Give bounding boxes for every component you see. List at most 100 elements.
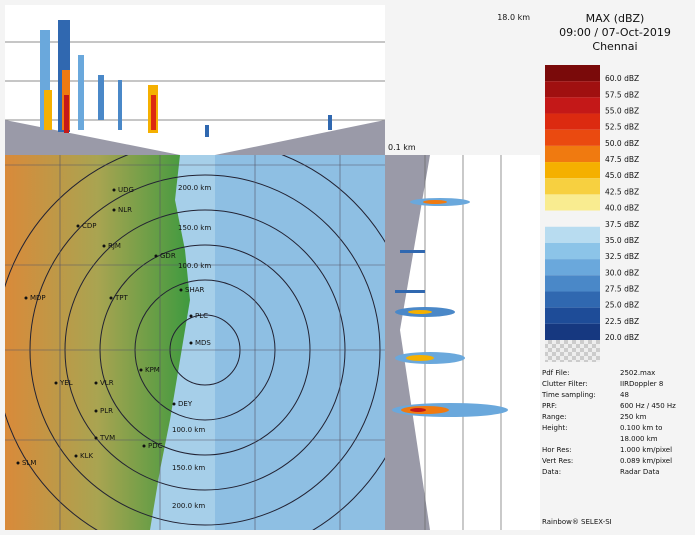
legend-label: 35.0 dBZ [605,236,639,245]
place-marker [109,296,113,300]
place-label: NLR [118,206,132,214]
ring-label: 150.0 km [172,464,205,472]
land [5,155,190,530]
info-value: 2502.max [620,369,655,377]
legend-label: 25.0 dBZ [605,301,639,310]
terrain-mask [5,120,385,155]
datetime: 09:00 / 07-Oct-2019 [559,26,671,39]
legend-swatch [545,275,600,292]
place-label: VLR [100,379,114,387]
legend-swatch [545,210,600,227]
legend-swatch [545,307,600,324]
legend-label: 55.0 dBZ [605,107,639,116]
info-label: Time sampling: [541,391,596,399]
info-value: 600 Hz / 450 Hz [620,402,676,410]
terrain-mask [385,155,430,530]
info-value: 0.089 km/pixel [620,457,672,465]
section-echoes [392,198,508,417]
info-label: Pdf File: [542,369,569,377]
legend-swatch [545,65,600,82]
place-label: KLK [80,452,93,460]
legend-swatch [545,113,600,130]
place-marker [16,461,20,465]
place-marker [112,208,116,212]
place-marker [54,381,58,385]
info-value: IIRDoppler 8 [620,380,663,388]
place-label: MDS [195,339,211,347]
legend-swatch [545,323,600,340]
legend-swatch [545,242,600,260]
place-marker [112,188,116,192]
place-label: SLM [22,459,36,467]
place-marker [179,288,183,292]
legend-label: 32.5 dBZ [605,252,639,261]
place-label: KPM [145,366,160,374]
location: Chennai [592,40,637,53]
info-value: 18.000 km [620,435,658,443]
info-value: 1.000 km/pixel [620,446,672,454]
place-marker [189,341,193,345]
info-label: Hor Res: [542,446,572,454]
legend-swatch [545,194,600,211]
place-label: MDP [30,294,46,302]
graticule [5,155,385,530]
place-label: DEY [178,400,193,408]
place-marker [102,244,106,248]
place-marker [24,296,28,300]
legend-swatch [545,178,600,195]
section-grid [424,155,502,530]
place-label: RJM [108,242,121,250]
info-label: Range: [542,413,567,421]
place-marker [172,402,176,406]
legend-swatch [545,81,600,98]
place-label: YEL [59,379,73,387]
ring-label: 200.0 km [172,502,205,510]
place-marker [154,254,158,258]
legend-label: 52.5 dBZ [605,123,639,132]
legend-swatch [545,291,600,308]
legend-label: 47.5 dBZ [605,155,639,164]
place-marker [94,381,98,385]
info-value: Radar Data [620,468,660,476]
info-label: Clutter Filter: [542,380,588,388]
place-label: PLR [100,407,113,415]
place-label: TVM [99,434,115,442]
info-value: 48 [620,391,629,399]
place-marker [74,454,78,458]
info-label: Height: [542,424,568,432]
legend-swatch [545,226,600,243]
section-top-height: 18.0 km [497,13,530,22]
ring-label: 100.0 km [172,426,205,434]
footer: Rainbow® SELEX-SI [542,518,612,526]
legend-label: 30.0 dBZ [605,268,639,277]
legend-label: 40.0 dBZ [605,204,639,213]
place-marker [94,409,98,413]
legend-nodata [545,340,600,362]
place-label: PDC [148,442,163,450]
section-bottom-height: 0.1 km [388,143,416,152]
legend-swatch [545,145,600,163]
legend-label: 20.0 dBZ [605,333,639,342]
legend-swatch [545,129,600,146]
place-label: PLC [195,312,208,320]
info-label: PRF: [542,402,557,410]
place-label: CDP [82,222,97,230]
place-marker [142,444,146,448]
info-label: Data: [542,468,561,476]
legend-label: 42.5 dBZ [605,187,639,196]
place-marker [139,368,143,372]
title: MAX (dBZ) [586,12,645,25]
legend-label: 60.0 dBZ [605,74,639,83]
place-label: TPT [114,294,128,302]
legend-swatch [545,162,600,179]
legend-label: 22.5 dBZ [605,317,639,326]
place-marker [189,314,193,318]
info-label: Vert Res: [542,457,573,465]
info-value: 0.100 km to [620,424,662,432]
legend-label: 37.5 dBZ [605,220,639,229]
place-label: GDR [160,252,176,260]
legend-swatch [545,259,600,276]
ring-label: 150.0 km [178,224,211,232]
ring-label: 100.0 km [178,262,211,270]
